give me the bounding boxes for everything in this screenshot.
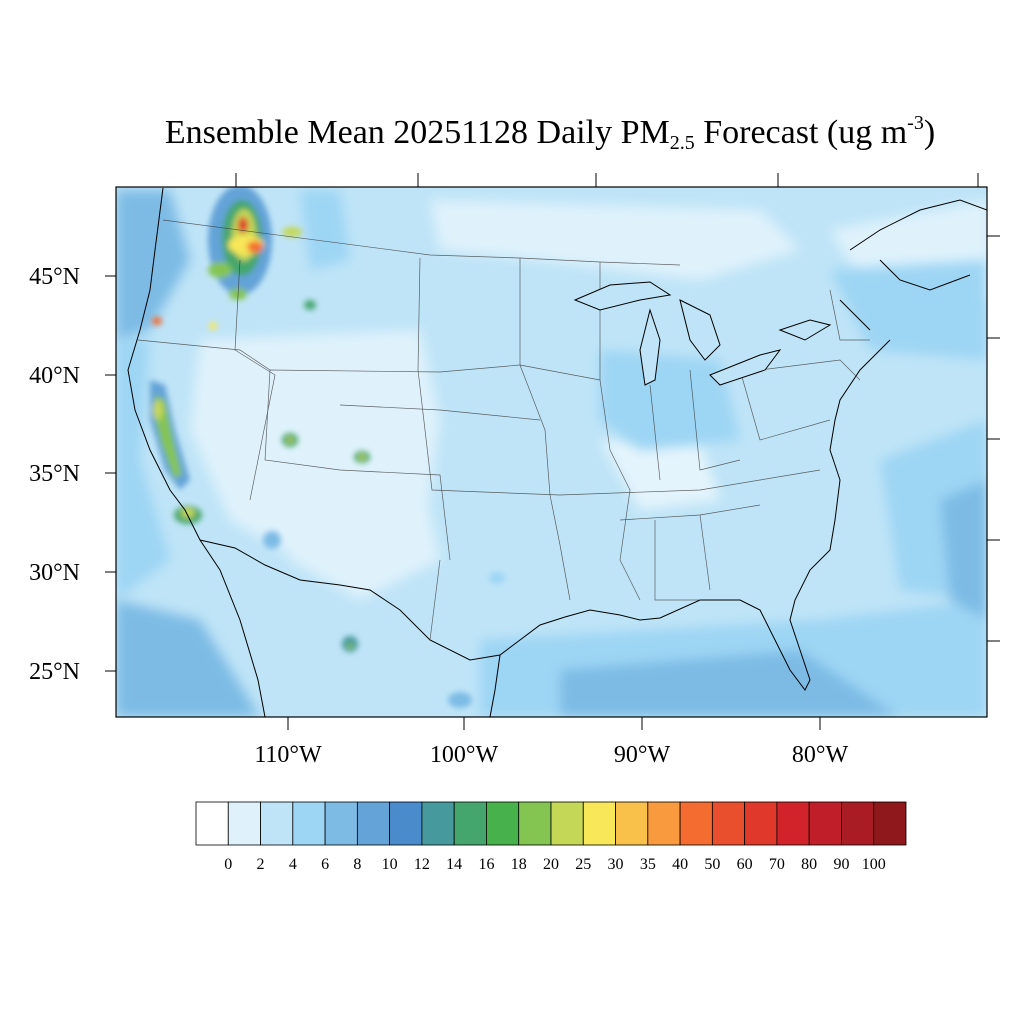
colorbar-label: 2 — [257, 856, 265, 873]
colorbar-label: 4 — [289, 856, 297, 873]
colorbar-label: 10 — [382, 856, 398, 873]
colorbar-swatch — [841, 801, 875, 846]
colorbar-label: 40 — [672, 856, 688, 873]
colorbar-legend — [195, 801, 907, 846]
colorbar-label: 18 — [511, 856, 527, 873]
latitude-labels: 45°N 40°N 35°N 30°N 25°N — [29, 264, 80, 685]
colorbar-label: 14 — [446, 856, 462, 873]
colorbar-swatch — [615, 801, 649, 846]
colorbar-label: 6 — [321, 856, 329, 873]
hotspot-c-oregon — [209, 322, 217, 330]
colorbar-labels: 0 2 4 6 8 10 12 14 16 18 20 25 30 35 40 50 60 70 80 90 100 — [224, 856, 885, 873]
lat-label-30: 30°N — [29, 560, 80, 586]
colorbar-label: 35 — [640, 856, 656, 873]
lat-label-25: 25°N — [29, 659, 80, 685]
colorbar-swatch — [744, 801, 778, 846]
minor-spots — [263, 531, 505, 708]
colorbar-swatch — [453, 801, 487, 846]
map-frame — [115, 186, 988, 718]
state-borders — [137, 219, 870, 641]
coastlines-borders — [127, 187, 987, 717]
colorbar-swatch — [292, 801, 326, 846]
colorbar-label: 60 — [737, 856, 753, 873]
hotspot-utah-valley — [282, 433, 298, 447]
longitude-labels: 110°W 100°W 90°W 80°W — [254, 742, 848, 768]
lon-label-100: 100°W — [430, 742, 499, 768]
colorbar-swatch — [389, 801, 423, 846]
colorbar-label: 0 — [224, 856, 232, 873]
colorbar-swatch — [582, 801, 616, 846]
colorbar-swatch — [776, 801, 810, 846]
colorbar-swatch — [808, 801, 842, 846]
pm25-field — [116, 187, 987, 717]
lat-label-35: 35°N — [29, 461, 80, 487]
colorbar-label: 70 — [769, 856, 785, 873]
lat-label-40: 40°N — [29, 363, 80, 389]
axis-ticks — [105, 173, 1000, 730]
colorbar-swatch — [873, 801, 907, 846]
colorbar-swatch — [550, 801, 584, 846]
lon-label-90: 90°W — [614, 742, 671, 768]
lon-label-80: 80°W — [792, 742, 849, 768]
hotspots — [150, 187, 505, 708]
low-concentration-regions — [190, 200, 987, 600]
colorbar-swatch — [486, 801, 520, 846]
colorbar-label: 50 — [704, 856, 720, 873]
hotspot-w-oregon — [152, 317, 162, 325]
hotspot-w-montana — [304, 300, 316, 310]
colorbar-label: 90 — [833, 856, 849, 873]
colorbar-swatch — [227, 801, 261, 846]
colorbar-swatch — [260, 801, 294, 846]
colorbar-swatch — [518, 801, 552, 846]
hotspot-colorado-sw — [354, 451, 370, 463]
colorbar-label: 80 — [801, 856, 817, 873]
colorbar-label: 100 — [862, 856, 886, 873]
hotspot-n-idaho-montana — [208, 187, 302, 300]
colorbar-swatch — [647, 801, 681, 846]
colorbar-label: 30 — [608, 856, 624, 873]
moderate-concentration-regions — [116, 190, 987, 717]
colorbar-label: 12 — [414, 856, 430, 873]
colorbar-label: 25 — [575, 856, 591, 873]
colorbar-label: 16 — [478, 856, 494, 873]
hotspot-n-mexico-durango — [342, 636, 358, 652]
colorbar-swatch — [421, 801, 455, 846]
lat-label-45: 45°N — [29, 264, 80, 290]
page-title: Ensemble Mean 20251128 Daily PM2.5 Forec… — [164, 112, 936, 154]
colorbar-label: 20 — [543, 856, 559, 873]
colorbar-swatch — [711, 801, 746, 846]
lon-label-110: 110°W — [254, 742, 322, 768]
great-lakes — [573, 281, 832, 386]
colorbar-swatch — [324, 801, 358, 846]
hotspot-central-valley-ca — [150, 380, 190, 490]
colorbar-label: 8 — [353, 856, 361, 873]
colorbar-swatch — [195, 801, 229, 846]
colorbar-swatch — [679, 801, 713, 846]
colorbar-swatch — [356, 801, 391, 846]
